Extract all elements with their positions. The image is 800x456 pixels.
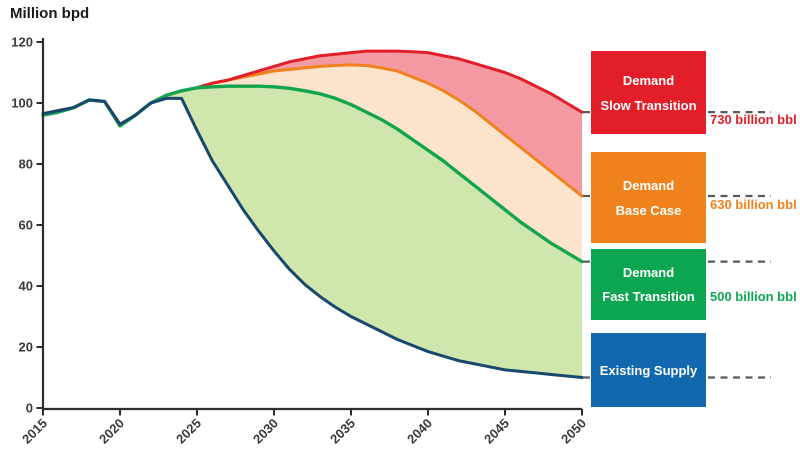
y-tick-label-100: 100 [11, 96, 33, 111]
area-fill-2 [43, 86, 582, 378]
y-tick-label-60: 60 [19, 218, 33, 233]
x-tick-label-2050: 2050 [558, 416, 589, 447]
scenario-area-fills [43, 51, 582, 378]
annotation-630-billion-bbl: 630 billion bbl [710, 197, 797, 212]
legend-box-demand-fast-transition: Demand Fast Transition [591, 249, 706, 320]
legend-label: Slow Transition [600, 97, 697, 113]
x-tick-label-2045: 2045 [481, 416, 512, 447]
x-tick-label-2030: 2030 [250, 416, 281, 447]
area-fill-0 [43, 51, 582, 197]
legend-label: Demand [622, 265, 675, 280]
x-tick-label-2035: 2035 [327, 416, 358, 447]
legend-label: Existing Supply [599, 362, 698, 378]
x-tick-label-2020: 2020 [96, 416, 127, 447]
legend-box-demand-slow-transition: Demand Slow Transition [591, 51, 706, 134]
annotation-500-billion-bbl: 500 billion bbl [710, 289, 797, 304]
line-existing-supply [41, 96, 584, 379]
legend-box-existing-supply: Existing Supply [591, 333, 706, 407]
x-axis-ticks: 2015 2020 2025 2030 2035 2040 2045 2050 [19, 409, 589, 447]
legend-label: Demand [622, 177, 675, 193]
annotation-730-billion-bbl: 730 billion bbl [710, 112, 797, 127]
area-fill-1 [43, 64, 582, 262]
x-tick-label-2040: 2040 [404, 416, 435, 447]
scenario-lines [41, 49, 584, 379]
y-tick-label-80: 80 [19, 157, 33, 172]
legend-label: Demand [622, 72, 675, 88]
y-axis-unit-label: Million bpd [10, 5, 90, 22]
legend-label: Base Case [615, 202, 682, 218]
y-tick-label-40: 40 [19, 279, 33, 294]
y-tick-label-0: 0 [26, 401, 33, 416]
y-tick-label-20: 20 [19, 340, 33, 355]
x-tick-label-2025: 2025 [173, 416, 204, 447]
legend-label: Fast Transition [602, 289, 695, 304]
legend-box-demand-base-case: Demand Base Case [591, 152, 706, 243]
x-tick-label-2015: 2015 [19, 416, 50, 447]
y-tick-label-120: 120 [11, 35, 33, 50]
y-axis-ticks: 0 20 40 60 80 100 120 [11, 35, 43, 416]
